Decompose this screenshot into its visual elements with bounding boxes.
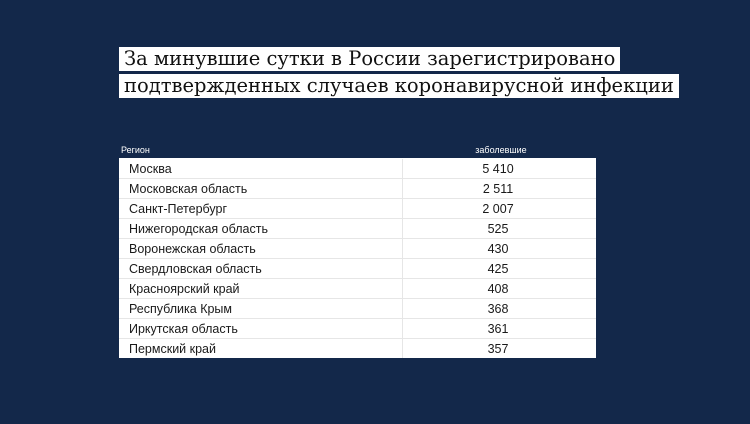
region-cell: Пермский край [119,339,403,358]
cases-cell: 525 [487,221,509,236]
region-cell: Воронежская область [119,239,403,258]
region-cell: Нижегородская область [119,219,403,238]
table-row: Санкт-Петербург 2 007 [119,199,596,219]
table-row: Воронежская область 430 [119,239,596,259]
region-cell: Московская область [119,179,403,198]
table-row: Московская область 2 511 [119,179,596,199]
table-row: Иркутская область 361 [119,319,596,339]
cases-cell: 2 511 [482,181,514,196]
column-header-cases: заболевшие [475,145,527,155]
table-row: Республика Крым 368 [119,299,596,319]
region-cell: Москва [119,159,403,178]
title-line-2: подтвержденных случаев коронавирусной ин… [119,74,679,98]
cases-cell: 368 [487,301,509,316]
table-body: Москва 5 410 Московская область 2 511 Санкт-… [119,158,596,358]
column-header-region: Регион [121,145,150,155]
table-row: Свердловская область 425 [119,259,596,279]
cases-cell: 425 [487,261,509,276]
title-line-1: За минувшие сутки в России зарегистриров… [119,47,621,71]
region-cell: Республика Крым [119,299,403,318]
table-row: Красноярский край 408 [119,279,596,299]
data-table: Регион заболевшие Москва 5 410 Московская … [119,141,596,358]
table-header: Регион заболевшие [119,141,596,156]
cases-cell: 5 410 [482,161,514,176]
cases-cell: 430 [487,241,509,256]
cases-cell: 357 [487,341,509,356]
region-cell: Санкт-Петербург [119,199,403,218]
table-row: Пермский край 357 [119,339,596,358]
cases-cell: 408 [487,281,509,296]
region-cell: Красноярский край [119,279,403,298]
region-cell: Свердловская область [119,259,403,278]
table-row: Москва 5 410 [119,159,596,179]
table-row: Нижегородская область 525 [119,219,596,239]
cases-cell: 361 [487,321,509,336]
page-title: За минувшие сутки в России зарегистриров… [119,47,679,101]
cases-cell: 2 007 [482,201,514,216]
region-cell: Иркутская область [119,319,403,338]
